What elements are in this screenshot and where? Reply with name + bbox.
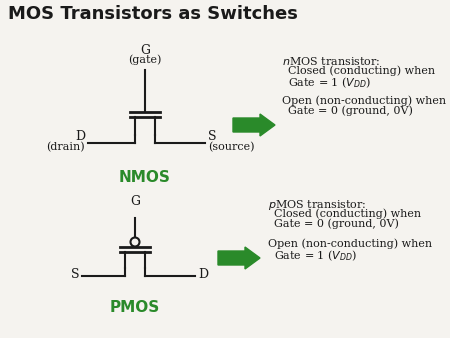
- Text: PMOS: PMOS: [110, 300, 160, 315]
- Text: S: S: [208, 130, 216, 144]
- Text: NMOS: NMOS: [119, 170, 171, 185]
- Text: Gate = 1 ($V_{DD}$): Gate = 1 ($V_{DD}$): [274, 248, 357, 263]
- Text: Gate = 0 (ground, 0V): Gate = 0 (ground, 0V): [288, 105, 413, 116]
- Text: D: D: [75, 130, 85, 144]
- Text: Open (non-conducting) when: Open (non-conducting) when: [268, 238, 432, 248]
- Text: D: D: [198, 267, 208, 281]
- Text: (source): (source): [208, 142, 255, 152]
- FancyArrow shape: [218, 247, 260, 269]
- Text: Closed (conducting) when: Closed (conducting) when: [288, 65, 435, 76]
- Text: (drain): (drain): [46, 142, 85, 152]
- Text: (gate): (gate): [128, 54, 162, 65]
- Text: Closed (conducting) when: Closed (conducting) when: [274, 208, 421, 219]
- Text: $\it{p}$MOS transistor:: $\it{p}$MOS transistor:: [268, 198, 366, 212]
- Text: G: G: [140, 44, 150, 57]
- Text: Gate = 0 (ground, 0V): Gate = 0 (ground, 0V): [274, 218, 399, 228]
- Text: G: G: [130, 195, 140, 208]
- Text: MOS Transistors as Switches: MOS Transistors as Switches: [8, 5, 298, 23]
- Text: Open (non-conducting) when: Open (non-conducting) when: [282, 95, 446, 105]
- Text: $\it{n}$MOS transistor:: $\it{n}$MOS transistor:: [282, 55, 380, 67]
- Text: Gate = 1 ($V_{DD}$): Gate = 1 ($V_{DD}$): [288, 75, 371, 90]
- Text: S: S: [71, 267, 79, 281]
- FancyArrow shape: [233, 114, 275, 136]
